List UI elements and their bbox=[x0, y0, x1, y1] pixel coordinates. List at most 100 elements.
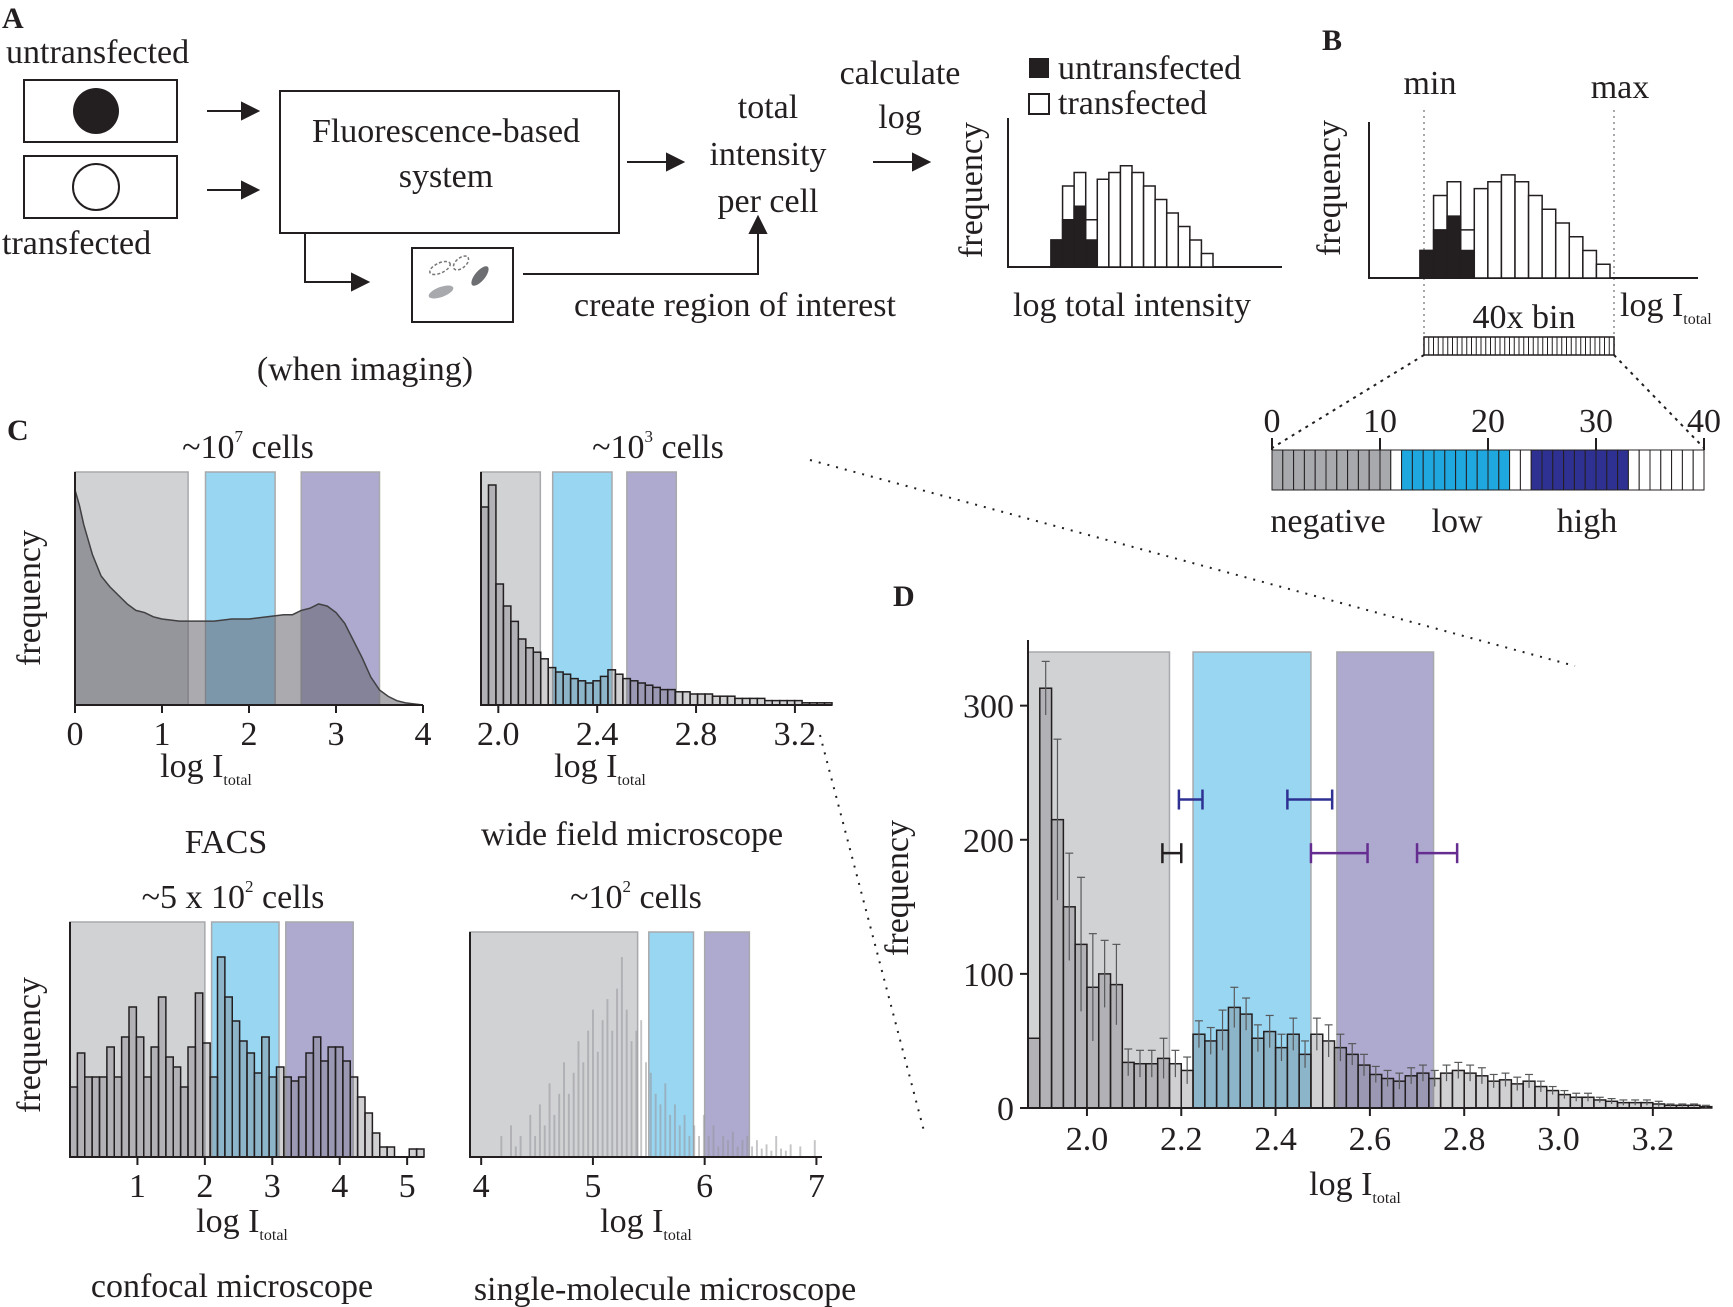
panel-b-transfected-bar bbox=[1554, 222, 1571, 279]
widefield-bar bbox=[487, 484, 497, 706]
single-bar bbox=[727, 1140, 729, 1157]
transfected-cell-box bbox=[23, 155, 178, 219]
bin-cell bbox=[1552, 449, 1565, 491]
facs-line bbox=[74, 489, 424, 706]
roi-label: create region of interest bbox=[574, 287, 896, 324]
confocal-bar bbox=[356, 1096, 366, 1158]
untransfected-cell-icon bbox=[73, 88, 119, 134]
widefield-bar bbox=[517, 638, 527, 706]
single-bar bbox=[799, 1146, 802, 1157]
single-bar bbox=[717, 1146, 720, 1157]
bin-cell bbox=[1368, 449, 1381, 491]
widefield-x-tick-label: 2.0 bbox=[477, 716, 520, 753]
bin-cell bbox=[1271, 449, 1284, 491]
facs-x-tick-label: 4 bbox=[415, 716, 432, 753]
panel-a-untransfected-bar bbox=[1061, 219, 1075, 268]
panel-a-ylabel: frequency bbox=[953, 122, 990, 258]
confocal-axes bbox=[69, 922, 424, 1158]
confocal-bar bbox=[216, 956, 226, 1158]
single-bar bbox=[698, 1135, 701, 1157]
bin-cell bbox=[1487, 449, 1500, 491]
bin-cell bbox=[1336, 449, 1349, 491]
panel-b-transfected-bar bbox=[1473, 187, 1489, 279]
panel-d-letter: D bbox=[893, 580, 915, 613]
single-bar bbox=[616, 988, 619, 1157]
panel-a-untransfected-bar bbox=[1050, 239, 1064, 268]
bin-cell bbox=[1303, 449, 1316, 491]
bin-cell bbox=[1465, 449, 1478, 491]
widefield-bar bbox=[607, 669, 617, 706]
confocal-bar bbox=[76, 1052, 86, 1158]
single-bar bbox=[645, 1062, 647, 1157]
panel-a-histogram bbox=[1007, 118, 1282, 268]
panel-b-ylabel: frequency bbox=[1311, 120, 1348, 256]
facs-x-tick-label: 0 bbox=[67, 716, 84, 753]
bin-cell bbox=[1584, 449, 1597, 491]
widefield-bar bbox=[547, 666, 557, 706]
panel-a-transfected-bar bbox=[1177, 225, 1191, 268]
bin-cell bbox=[1638, 449, 1651, 491]
panel-a-xlabel: log total intensity bbox=[1013, 287, 1251, 324]
confocal-bar bbox=[261, 1036, 270, 1158]
bin-cell bbox=[1411, 449, 1424, 491]
panel-d-high-gate bbox=[1336, 651, 1435, 1109]
panel-a-letter: A bbox=[2, 2, 24, 35]
bin-cell bbox=[1541, 449, 1554, 491]
single-bar bbox=[529, 1114, 532, 1157]
widefield-bar bbox=[704, 693, 714, 706]
panel-b-transfected-bar bbox=[1568, 236, 1584, 279]
widefield-bar bbox=[674, 691, 684, 706]
panel-b-transfected-bar bbox=[1527, 194, 1543, 279]
bin-label: 40x bin bbox=[1473, 299, 1576, 336]
when-imaging-label: (when imaging) bbox=[257, 351, 473, 388]
panel-d-ylabel: frequency bbox=[879, 820, 916, 956]
panel-d-x-tick-label: 3.2 bbox=[1632, 1121, 1675, 1158]
single-count: ~102 cells bbox=[570, 877, 702, 916]
bin-cell bbox=[1476, 449, 1489, 491]
panel-a-untransfected-bar bbox=[1073, 205, 1087, 268]
single-x-tick-label: 5 bbox=[584, 1168, 601, 1205]
single-bar bbox=[751, 1146, 754, 1157]
confocal-bar bbox=[187, 1046, 197, 1158]
widefield-xlabel: log Itotal bbox=[554, 748, 646, 789]
total-line-2: intensity bbox=[709, 136, 826, 173]
panel-b-histogram bbox=[1368, 122, 1698, 279]
bin-cell bbox=[1401, 449, 1413, 491]
confocal-bar bbox=[275, 1066, 285, 1158]
single-bar bbox=[760, 1148, 763, 1157]
bin-cell bbox=[1293, 449, 1305, 491]
bin-cell bbox=[1325, 449, 1338, 491]
confocal-bar bbox=[135, 1036, 145, 1158]
single-bar bbox=[548, 1083, 551, 1157]
widefield-bar bbox=[652, 686, 661, 706]
single-bar bbox=[635, 1030, 638, 1157]
widefield-bar bbox=[622, 677, 632, 706]
bin-strip bbox=[1423, 336, 1615, 356]
widefield-bar bbox=[502, 605, 512, 706]
low-label: low bbox=[1432, 503, 1483, 540]
confocal-bar bbox=[91, 1076, 101, 1158]
high-label: high bbox=[1557, 503, 1617, 540]
confocal-bar bbox=[150, 1046, 160, 1158]
panel-a-transfected-bar bbox=[1131, 171, 1145, 268]
panel-d-xlabel: log Itotal bbox=[1309, 1166, 1401, 1207]
facs-area bbox=[75, 490, 423, 705]
bin-cell bbox=[1390, 449, 1403, 491]
confocal-xlabel: log Itotal bbox=[196, 1203, 288, 1244]
single-bar bbox=[755, 1140, 758, 1157]
widefield-bar bbox=[719, 695, 729, 706]
single-bar bbox=[654, 1093, 657, 1157]
panel-a-transfected-bar bbox=[1096, 178, 1110, 268]
panel-b: B min max frequency log Itotal 40x bin 0… bbox=[1264, 24, 1722, 540]
panel-b-transfected-bar bbox=[1514, 181, 1530, 279]
confocal-bar bbox=[209, 1076, 219, 1158]
facs-x-tick-label: 1 bbox=[154, 716, 171, 753]
min-label: min bbox=[1404, 65, 1457, 102]
confocal-plot: 1 2 3 4 5 bbox=[69, 921, 425, 1205]
single-bar bbox=[587, 1030, 590, 1157]
confocal-bar bbox=[305, 1052, 315, 1158]
confocal-bar bbox=[386, 1146, 396, 1158]
panel-d: D frequency 0 100 200 300 2.0 2.2 2.4 2.6 2.8 3.0… bbox=[879, 580, 1713, 1207]
arrow-to-intensity bbox=[627, 152, 686, 172]
single-bar bbox=[722, 1135, 725, 1157]
